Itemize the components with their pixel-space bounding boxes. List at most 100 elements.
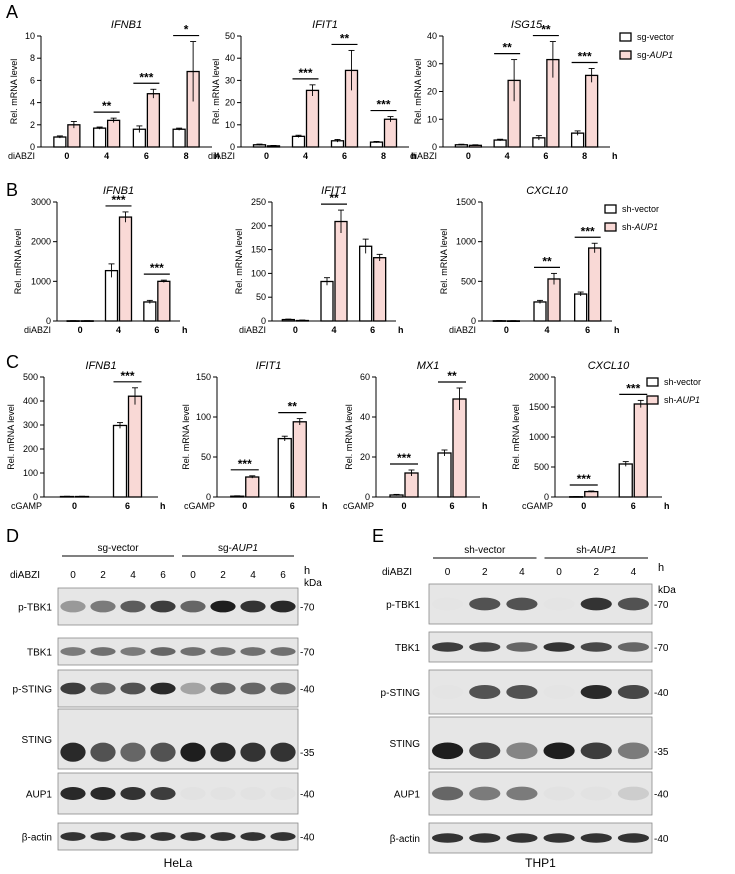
E-band-0-5 [617,597,650,611]
D-band-1-3 [150,647,176,656]
A3-xtick-3: 8 [582,151,587,161]
A2-ytick-label-2: 20 [225,98,235,108]
C2-bar-control-1 [277,437,292,498]
E-blot-label-5: β-actin [390,834,420,845]
A3-unit: h [612,151,618,161]
E-blot-label-1: TBK1 [395,643,420,654]
D-blot-label-1: TBK1 [27,648,52,659]
C3-chart: MX1 0 20 40 60 Rel. mRNA level 0 *** 6 ** cGAMP h [343,360,488,511]
D-marker-5: -40 [300,833,315,844]
D-band-2-6 [240,682,266,695]
D-membrane-3 [57,708,299,770]
C4-treatment: cGAMP [522,501,553,511]
A1-xtick-0: 0 [64,151,69,161]
D-band-2-4 [180,682,206,695]
B2-ytick-label-3: 150 [251,245,266,255]
B3-xtick-0: 0 [504,325,509,335]
E-blot-label-4: AUP1 [394,790,421,801]
D-cell-line: HeLa [164,856,193,870]
E-group-0: sh-vector [464,545,506,556]
B2-xtick-0: 0 [293,325,298,335]
C3-treatment: cGAMP [343,501,374,511]
A3-bar-control-1 [493,139,507,148]
D-band-0-1 [90,600,116,613]
C4-bar-treated-1 [633,403,648,498]
D-band-5-7 [270,832,296,841]
A2-xtick-1: 4 [303,151,308,161]
D-band-4-0 [60,786,86,801]
D-unit: h [304,565,310,577]
C4-title: CXCL10 [588,360,630,372]
B2-xtick-1: 4 [331,325,336,335]
C4-ytick-label-1: 500 [534,462,549,472]
E-unit: h [658,562,664,574]
B1-ytick-label-1: 1000 [31,276,51,286]
A1-ytick-label-0: 0 [30,142,35,152]
E-band-1-0 [431,642,464,652]
D-band-3-3 [150,742,176,762]
D-group-italic-1: AUP1 [231,543,258,554]
D-treatment: diABZI [10,570,40,581]
B1-xtick-0: 0 [78,325,83,335]
panel-A-letter: A [6,2,18,22]
E-timepoint-2: 4 [519,567,525,578]
B2-bar-control-1 [320,280,334,322]
D-timepoint-5: 2 [220,570,226,581]
D-band-1-0 [60,647,86,656]
C4-bar-control-1 [618,463,633,498]
E-marker-1: -70 [654,643,669,654]
E-band-5-4 [580,833,612,843]
D-marker-2: -40 [300,685,315,696]
C2-bar-treated-1 [292,421,307,498]
C1-ytick-label-1: 100 [23,468,38,478]
C3-sig-1: ** [447,369,457,383]
C4-ytick-label-3: 1500 [529,402,549,412]
A-legend-swatch-1 [619,50,632,60]
C1-bar-treated-1 [127,395,143,498]
A2-ytick-label-5: 50 [225,31,235,41]
D-band-3-6 [240,742,266,762]
E-timepoint-1: 2 [482,567,488,578]
D-blot-label-5: β-actin [22,833,52,844]
A1-treatment: diABZI [8,151,35,161]
B2-bar-treated-1 [334,220,348,322]
D-blot-label-2: p-STING [13,685,53,696]
D-band-5-1 [90,832,116,841]
E-band-5-5 [617,833,650,843]
B3-xtick-2: 6 [585,325,590,335]
C-legend-italic-1: AUP1 [676,395,701,405]
E-band-4-2 [506,786,538,801]
A3-xtick-0: 0 [466,151,471,161]
C4-ytick-label-2: 1000 [529,432,549,442]
C4-unit: h [664,501,670,511]
B3-ytick-label-0: 0 [471,316,476,326]
A1-title: IFNB1 [111,19,142,31]
D-group-text-0: sg-vector [97,543,139,554]
B3-xtick-1: 4 [544,325,549,335]
E-band-4-1 [469,786,501,801]
A3-ytick-label-4: 40 [427,31,437,41]
B3-bar-control-1 [533,301,547,322]
A2-sig-2: ** [340,31,350,45]
B1-title: IFNB1 [103,185,134,197]
D-band-3-7 [270,742,296,762]
C1-chart: IFNB1 0 100 200 300 400 500 Rel. mRNA level 0 6 **… [6,360,166,511]
D-band-2-7 [270,682,296,695]
E-letter: E [372,526,384,546]
E-kda: kDa [658,585,676,596]
D-band-5-0 [60,832,86,841]
bar-charts: A IFNB1 0 2 4 6 8 10 Rel. mRNA level 0 4 ** 6 *** 8 * di… [6,2,701,511]
D-timepoint-6: 4 [250,570,256,581]
C2-unit: h [322,501,328,511]
A2-bar-treated-1 [305,89,320,148]
B1-ylabel: Rel. mRNA level [13,229,23,295]
B2-ytick-label-2: 100 [251,268,266,278]
E-band-2-4 [580,684,612,700]
D-band-4-2 [120,786,146,801]
C4-sig-0: *** [577,472,591,486]
A3-ytick-label-2: 20 [427,87,437,97]
D-band-0-3 [150,600,176,613]
D-band-1-4 [180,647,206,656]
D-band-5-4 [180,832,206,841]
